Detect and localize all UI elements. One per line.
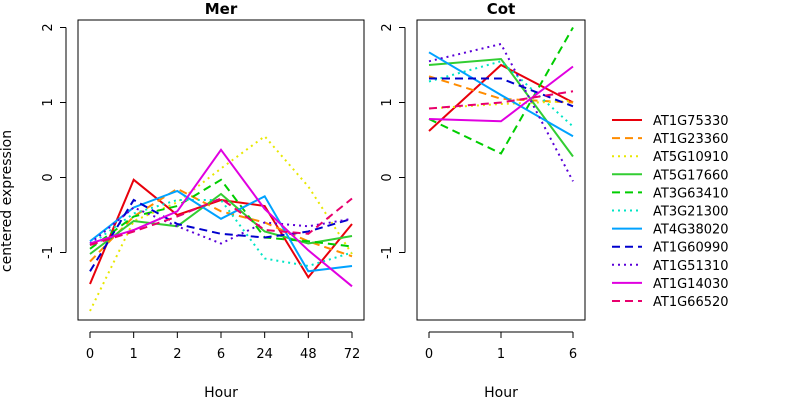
x-tick-label: 1: [497, 347, 505, 362]
series-line-at1g66520: [89, 197, 353, 246]
legend-item: AT3G21300: [612, 205, 729, 220]
plot-frame: [416, 19, 586, 321]
legend-item: AT1G66520: [612, 295, 729, 310]
series-line-at1g51310: [428, 42, 574, 182]
series-line-at5g10910: [428, 100, 574, 110]
series-line-at3g63410: [428, 27, 574, 155]
legend-label: AT1G51310: [653, 259, 729, 274]
x-tick-label: 1: [130, 347, 138, 362]
legend-item: AT1G14030: [612, 277, 729, 292]
x-tick-label: 0: [86, 347, 94, 362]
legend-label: AT3G63410: [653, 186, 729, 201]
x-axis-label: Hour: [484, 385, 518, 400]
series-line-at1g75330: [89, 178, 353, 285]
x-tick-label: 2: [173, 347, 181, 362]
legend-item: AT1G51310: [612, 259, 729, 274]
y-tick-label: 0: [380, 173, 395, 181]
series-line-at1g66520: [428, 90, 574, 110]
y-axis-label: centered expression: [0, 130, 15, 272]
series-line-at1g14030: [89, 148, 353, 288]
legend-item: AT3G63410: [612, 186, 729, 201]
legend-label: AT3G21300: [653, 205, 729, 220]
series-line-at4g38020: [89, 189, 353, 273]
x-tick-label: 72: [344, 347, 361, 362]
legend-item: AT1G23360: [612, 132, 729, 147]
legend-label: AT4G38020: [653, 223, 729, 238]
panel-title: Cot: [487, 0, 515, 18]
panel-title: Mer: [205, 0, 238, 18]
series-line-at5g17660: [428, 57, 574, 158]
plot-frame: [77, 19, 365, 321]
series-line-at1g14030: [428, 65, 574, 123]
legend-item: AT5G17660: [612, 168, 729, 183]
panel-mer: Mer -1 0 1 2 0 1 2 6 24 48 72 Hour: [41, 0, 365, 400]
legend-item: AT5G10910: [612, 150, 729, 165]
legend-item: AT1G75330: [612, 114, 729, 129]
series-line-at1g75330: [428, 63, 574, 132]
y-tick-label: 1: [380, 98, 395, 106]
y-tick-label: 1: [41, 98, 56, 106]
legend-item: AT4G38020: [612, 223, 729, 238]
y-tick-label: 2: [41, 23, 56, 31]
legend-label: AT1G60990: [653, 241, 729, 256]
y-tick-label: 0: [41, 173, 56, 181]
y-tick-label: -1: [41, 246, 56, 259]
series-line-at4g38020: [428, 51, 574, 138]
legend-label: AT1G75330: [653, 114, 729, 129]
legend-label: AT1G14030: [653, 277, 729, 292]
x-tick-label: 48: [300, 347, 317, 362]
legend-label: AT5G10910: [653, 150, 729, 165]
x-tick-label: 0: [425, 347, 433, 362]
series-line-at5g17660: [89, 192, 353, 255]
x-tick-label: 6: [569, 347, 577, 362]
series-line-at1g23360: [428, 75, 574, 104]
x-axis-label: Hour: [204, 385, 238, 400]
x-tick-label: 6: [217, 347, 225, 362]
legend-label: AT1G23360: [653, 132, 729, 147]
legend: AT1G75330 AT1G23360 AT5G10910 AT5G17660 AT3G…: [612, 114, 729, 310]
series-line-at1g60990: [429, 77, 574, 108]
series-line-at3g21300: [428, 60, 574, 128]
series-line-at3g63410: [89, 178, 353, 250]
series-line-at1g60990: [89, 198, 353, 272]
legend-label: AT1G66520: [653, 295, 729, 310]
x-tick-label: 24: [256, 347, 273, 362]
legend-label: AT5G17660: [653, 168, 729, 183]
legend-item: AT1G60990: [612, 241, 729, 256]
series-line-at1g23360: [89, 187, 353, 263]
panels: Mer -1 0 1 2 0 1 2 6 24 48 72 Hour Cot -1 0 1 2 0 1 6 Hour: [41, 0, 586, 400]
y-tick-label: 2: [380, 23, 395, 31]
series-line-at1g51310: [89, 206, 353, 245]
y-tick-label: -1: [380, 246, 395, 259]
panel-cot: Cot -1 0 1 2 0 1 6 Hour: [380, 0, 586, 400]
